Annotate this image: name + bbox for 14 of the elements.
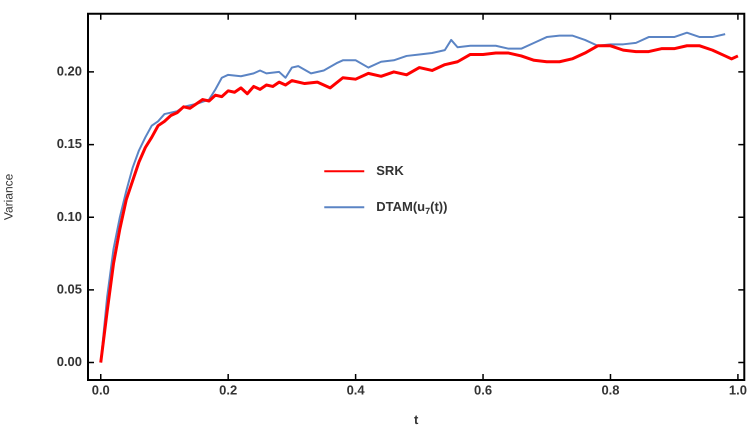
y-axis-title: Variance <box>2 173 16 220</box>
y-tick-label: 0.10 <box>56 208 82 224</box>
y-tick-label: 0.05 <box>56 281 82 296</box>
y-tick-label: 0.00 <box>56 354 82 370</box>
x-tick-label: 1.0 <box>728 382 747 398</box>
x-tick-label: 0.2 <box>219 382 238 398</box>
x-tick-label: 0.6 <box>474 382 492 398</box>
legend-label: SRK <box>376 162 404 178</box>
x-tick-label: 0.0 <box>92 382 110 398</box>
x-tick-label: 0.4 <box>346 382 366 398</box>
y-tick-label: 0.20 <box>56 64 82 79</box>
y-tick-label: 0.15 <box>56 136 82 152</box>
x-axis-title: t <box>414 412 419 427</box>
x-tick-label: 0.8 <box>601 382 620 398</box>
